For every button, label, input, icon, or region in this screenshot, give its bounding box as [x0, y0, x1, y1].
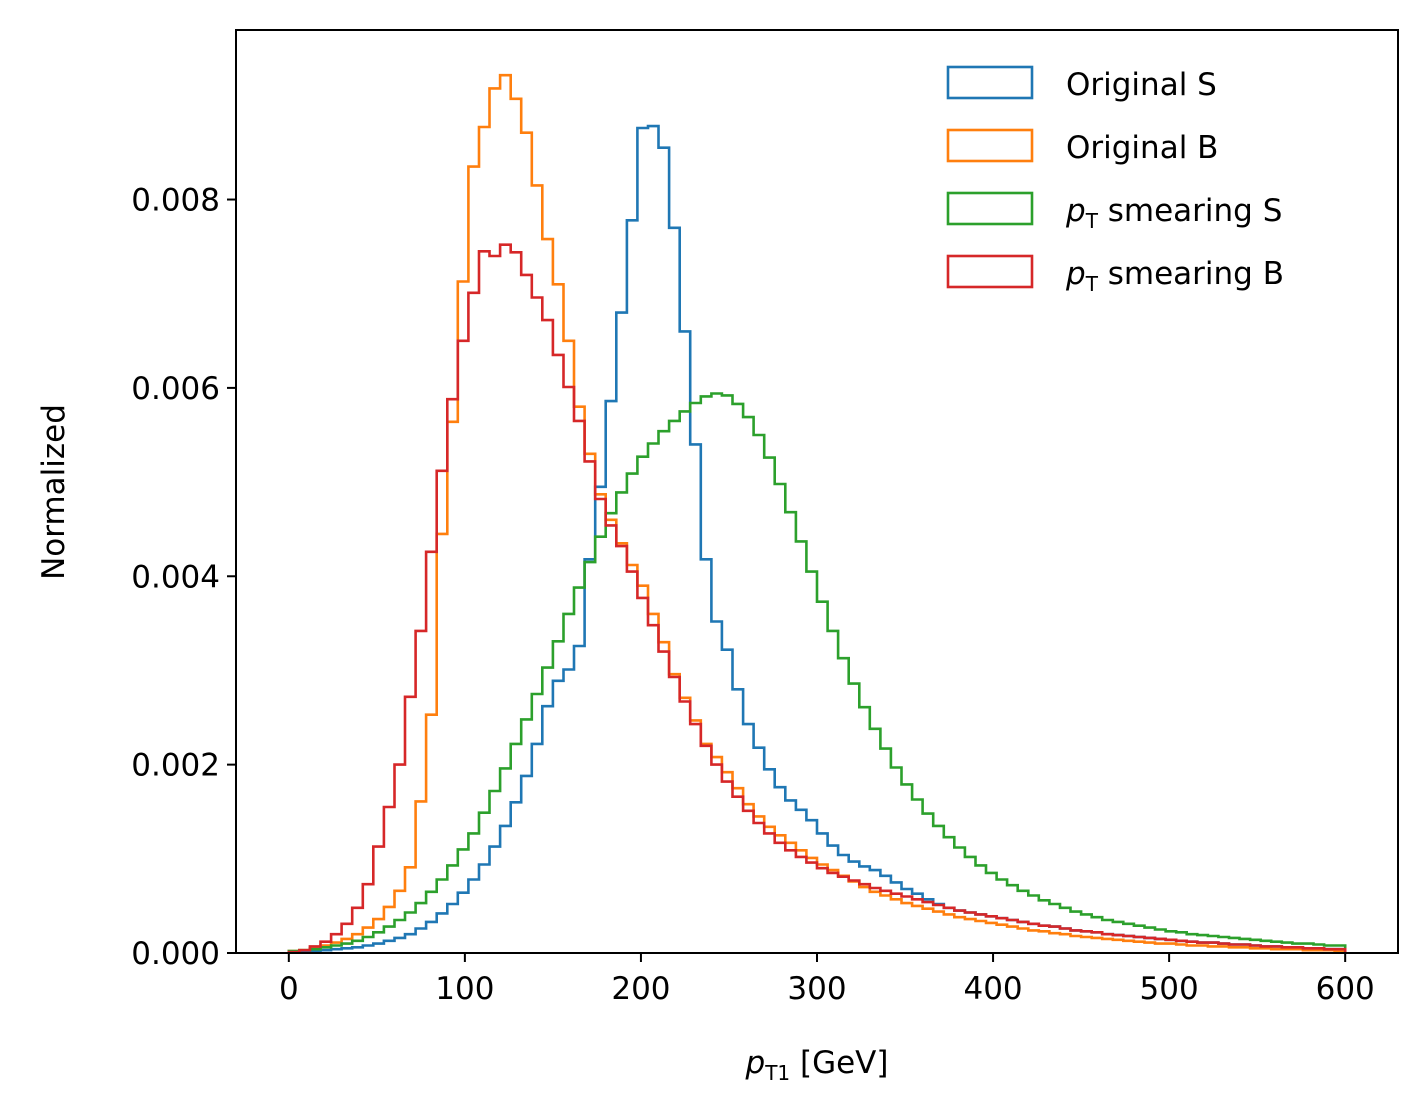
x-tick-label: 600: [1316, 971, 1375, 1007]
x-axis: 0 100 200 300 400 500 600: [279, 953, 1375, 1007]
y-tick-label: 0.006: [131, 371, 220, 407]
series-line-2: [287, 73, 1347, 953]
legend-label-4: pT smearing B: [1065, 256, 1284, 296]
series-layer: [287, 73, 1347, 954]
x-axis-label-var: p: [745, 1045, 766, 1081]
legend-label-2: Original B: [1066, 130, 1218, 166]
legend-swatch-4: [946, 254, 1034, 289]
x-axis-label-sub: T1: [764, 1061, 790, 1085]
y-tick-label: 0.004: [131, 559, 220, 595]
legend-swatch-1: [946, 65, 1034, 100]
x-tick-label: 200: [611, 971, 670, 1007]
legend-swatch-2: [946, 128, 1034, 163]
x-tick-label: 100: [435, 971, 494, 1007]
legend-swatch-3: [946, 191, 1034, 226]
x-tick-label: 300: [787, 971, 846, 1007]
series-line-4: [287, 243, 1347, 954]
y-tick-label: 0.000: [131, 936, 220, 972]
x-tick-label: 500: [1140, 971, 1199, 1007]
x-axis-label: pT1 [GeV]: [745, 1045, 889, 1085]
x-tick-label: 400: [963, 971, 1022, 1007]
x-axis-label-unit: [GeV]: [790, 1045, 888, 1081]
legend-label-1: Original S: [1066, 67, 1217, 103]
series-line-3: [287, 392, 1347, 953]
legend-label-3: pT smearing S: [1065, 193, 1282, 233]
y-tick-label: 0.002: [131, 748, 220, 784]
legend: Original S Original B pT smearing S pT smea…: [946, 65, 1284, 296]
y-axis: 0.000 0.002 0.004 0.006 0.008: [131, 183, 236, 972]
y-tick-label: 0.008: [131, 183, 220, 219]
x-tick-label: 0: [279, 971, 299, 1007]
y-axis-label: Normalized: [36, 404, 72, 580]
